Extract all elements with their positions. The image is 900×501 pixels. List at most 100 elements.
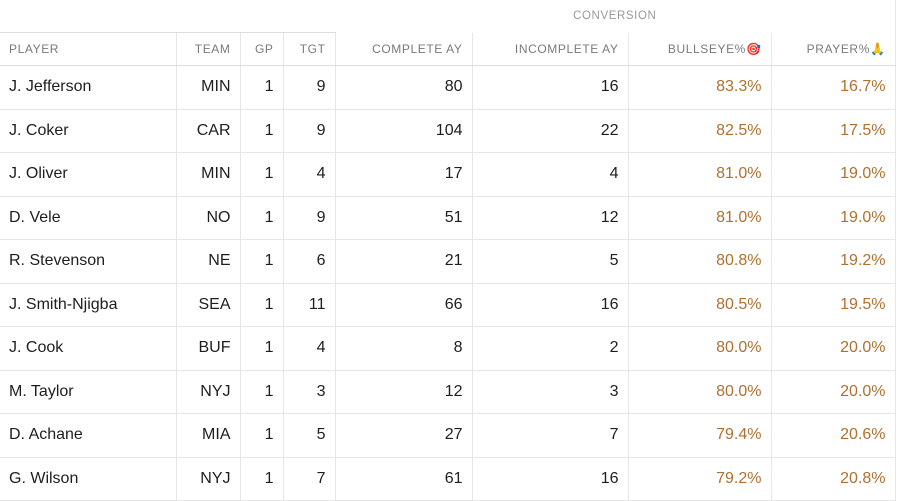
table-cell: 21 [335,239,473,284]
table-cell: 1 [240,65,284,110]
group-header: CONVERSION [335,0,896,33]
table-cell: 1 [240,457,284,501]
table-cell: 20.0% [771,370,896,414]
table-cell: 27 [335,413,473,458]
table-cell: 16.7% [771,65,896,110]
blank-header [0,0,335,33]
table-cell: R. Stevenson [0,239,177,284]
table-cell: 20.8% [771,457,896,501]
table-cell: D. Vele [0,196,177,240]
column-header: PLAYER [0,32,177,66]
table-cell: 9 [283,109,336,153]
table-cell: 51 [335,196,473,240]
table-cell: 11 [283,283,336,327]
table-cell: 16 [472,283,629,327]
table-cell: 20.0% [771,326,896,371]
table-cell: 1 [240,109,284,153]
table-cell: 80.0% [628,370,772,414]
table-cell: 9 [283,196,336,240]
table-cell: 22 [472,109,629,153]
table-cell: MIA [176,413,241,458]
table-cell: 79.2% [628,457,772,501]
table-row: J. Jefferson MIN 1 9 80 16 83.3% 16.7% [0,65,896,110]
table-cell: 80 [335,65,473,110]
table-cell: 1 [240,239,284,284]
column-header: BULLSEYE%🎯 [628,32,772,66]
column-header: INCOMPLETE AY [472,32,629,66]
table-cell: 16 [472,457,629,501]
table-cell: 19.2% [771,239,896,284]
table-cell: 80.0% [628,326,772,371]
table-row: R. Stevenson NE 1 6 21 5 80.8% 19.2% [0,239,896,284]
table-cell: CAR [176,109,241,153]
table-cell: 3 [283,370,336,414]
table-cell: 3 [472,370,629,414]
table-row: M. Taylor NYJ 1 3 12 3 80.0% 20.0% [0,370,896,414]
table-cell: 8 [335,326,473,371]
table-cell: 1 [240,196,284,240]
table-cell: 79.4% [628,413,772,458]
table-cell: NYJ [176,370,241,414]
table-row: J. Smith-Njigba SEA 1 11 66 16 80.5% 19.5% [0,283,896,327]
table-cell: 61 [335,457,473,501]
table-cell: 19.0% [771,196,896,240]
table-cell: MIN [176,152,241,197]
table-cell: 81.0% [628,152,772,197]
table-cell: 2 [472,326,629,371]
table-cell: 1 [240,326,284,371]
table-row: J. Cook BUF 1 4 8 2 80.0% 20.0% [0,326,896,371]
table-cell: 104 [335,109,473,153]
table-cell: 5 [283,413,336,458]
table-cell: NO [176,196,241,240]
table-cell: 12 [472,196,629,240]
table-cell: 1 [240,152,284,197]
table-cell: 81.0% [628,196,772,240]
table-cell: MIN [176,65,241,110]
group-header-row: CONVERSION [0,0,896,33]
table-cell: 16 [472,65,629,110]
table-cell: 66 [335,283,473,327]
column-header: TEAM [176,32,241,66]
table-cell: 1 [240,370,284,414]
table-cell: NYJ [176,457,241,501]
table-cell: 19.0% [771,152,896,197]
table-cell: 82.5% [628,109,772,153]
table-cell: 80.8% [628,239,772,284]
table-cell: 4 [472,152,629,197]
table-cell: 1 [240,283,284,327]
table-cell: 12 [335,370,473,414]
table-body: J. Jefferson MIN 1 9 80 16 83.3% 16.7% J. Coker C… [0,65,896,501]
table-cell: 19.5% [771,283,896,327]
table-cell: 6 [283,239,336,284]
table-cell: 80.5% [628,283,772,327]
table-row: J. Coker CAR 1 9 104 22 82.5% 17.5% [0,109,896,153]
table-cell: 9 [283,65,336,110]
table-cell: J. Oliver [0,152,177,197]
table-cell: 17.5% [771,109,896,153]
table-cell: 1 [240,413,284,458]
table-cell: J. Smith-Njigba [0,283,177,327]
table-row: J. Oliver MIN 1 4 17 4 81.0% 19.0% [0,152,896,197]
table-cell: G. Wilson [0,457,177,501]
table-row: D. Vele NO 1 9 51 12 81.0% 19.0% [0,196,896,240]
table-cell: D. Achane [0,413,177,458]
table-cell: M. Taylor [0,370,177,414]
table-cell: 4 [283,326,336,371]
table-cell: 4 [283,152,336,197]
table-row: D. Achane MIA 1 5 27 7 79.4% 20.6% [0,413,896,458]
column-header: TGT [283,32,336,66]
table-cell: 7 [283,457,336,501]
table-cell: 20.6% [771,413,896,458]
table-cell: BUF [176,326,241,371]
table-cell: 5 [472,239,629,284]
column-header: GP [240,32,284,66]
table-cell: 17 [335,152,473,197]
header-row: PLAYER TEAM GP TGT COMPLETE AY INCOMPLETE AY B… [0,32,896,66]
table-cell: J. Coker [0,109,177,153]
table-cell: NE [176,239,241,284]
table-cell: SEA [176,283,241,327]
column-header: PRAYER%🙏 [771,32,896,66]
column-header: COMPLETE AY [335,32,473,66]
